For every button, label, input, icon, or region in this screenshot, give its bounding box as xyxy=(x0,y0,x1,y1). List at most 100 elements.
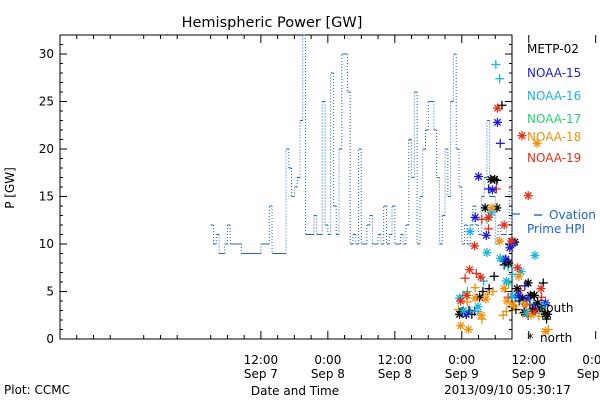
north-marker xyxy=(504,258,514,268)
x-tick-date-label: Sep 9 xyxy=(445,367,479,381)
north-marker xyxy=(473,302,483,312)
y-tick-label: 10 xyxy=(39,237,54,251)
north-marker xyxy=(505,243,515,253)
north-marker xyxy=(456,321,466,331)
south-marker xyxy=(495,138,505,148)
north-marker xyxy=(476,272,486,282)
y-tick-label: 25 xyxy=(39,95,54,109)
south-marker xyxy=(477,214,487,224)
north-marker xyxy=(487,185,497,195)
x-axis-label: Date and Time xyxy=(251,384,339,398)
north-marker xyxy=(520,299,530,309)
south-marker xyxy=(470,283,480,293)
plot-credit: Plot: CCMC xyxy=(4,383,70,397)
y-tick-label: 30 xyxy=(39,47,54,61)
y-tick-label: 15 xyxy=(39,190,54,204)
legend-noaa-17: NOAA-17 xyxy=(527,112,582,126)
north-marker xyxy=(514,290,524,300)
north-legend: * north xyxy=(527,331,572,347)
north-marker xyxy=(495,236,505,246)
footer-timestamp: 2013/09/10 05:30:17 xyxy=(444,383,571,397)
south-marker xyxy=(491,59,501,69)
north-marker xyxy=(530,250,540,260)
south-marker xyxy=(534,311,544,321)
north-marker xyxy=(532,138,542,148)
north-marker xyxy=(465,265,475,275)
north-marker xyxy=(490,174,500,184)
y-axis-label: P [GW] xyxy=(3,167,17,209)
north-marker xyxy=(529,290,539,300)
south-marker xyxy=(489,271,499,281)
x-tick-date-label: Sep10 xyxy=(577,367,600,381)
north-marker xyxy=(474,172,484,182)
south-marker xyxy=(501,306,511,316)
north-marker xyxy=(492,103,502,113)
north-marker xyxy=(501,254,511,264)
south-legend: + south xyxy=(527,301,574,317)
x-tick-label: 12:00 xyxy=(378,353,413,367)
north-marker xyxy=(476,310,486,320)
north-marker xyxy=(495,253,505,263)
south-marker xyxy=(537,292,547,302)
north-marker xyxy=(482,248,492,258)
north-marker xyxy=(481,294,491,304)
x-tick-label: 0:00 xyxy=(314,353,341,367)
south-marker xyxy=(508,269,518,279)
north-marker xyxy=(499,220,509,230)
north-marker xyxy=(514,271,524,281)
north-marker xyxy=(470,241,480,251)
x-tick-label: 0:00 xyxy=(448,353,475,367)
satellite-markers xyxy=(453,59,553,336)
north-marker xyxy=(470,212,480,222)
south-marker xyxy=(484,224,494,234)
north-marker xyxy=(513,263,523,273)
legend-noaa-16: NOAA-16 xyxy=(527,89,582,103)
y-tick-label: 0 xyxy=(46,332,54,346)
north-marker xyxy=(512,284,522,294)
y-tick-label: 20 xyxy=(39,142,54,156)
south-marker-icon: + xyxy=(527,302,538,317)
north-marker xyxy=(481,230,491,240)
south-marker xyxy=(495,74,505,84)
north-marker xyxy=(538,301,548,311)
x-tick-label: 12:00 xyxy=(244,353,279,367)
north-marker xyxy=(501,276,511,286)
north-marker xyxy=(508,291,518,301)
north-marker xyxy=(517,131,527,141)
north-legend-label: north xyxy=(540,331,572,345)
north-marker xyxy=(456,296,466,306)
north-marker xyxy=(536,284,546,294)
north-marker xyxy=(462,290,472,300)
north-marker xyxy=(461,309,471,319)
north-marker xyxy=(523,191,533,201)
north-marker xyxy=(463,325,473,334)
north-marker xyxy=(523,278,533,288)
chart-title: Hemispheric Power [GW] xyxy=(182,15,363,31)
south-marker xyxy=(471,268,481,278)
ovation-legend-label-1: Ovation xyxy=(549,208,596,222)
x-tick-date-label: Sep 9 xyxy=(512,367,546,381)
ovation-legend-label-2: Prime HPI xyxy=(527,222,585,236)
ovation-series xyxy=(210,34,513,254)
y-tick-label: 5 xyxy=(46,285,54,299)
north-marker xyxy=(484,212,494,222)
legend-metp-02: METP-02 xyxy=(527,42,579,56)
south-marker xyxy=(460,273,470,283)
north-marker xyxy=(540,326,550,336)
north-marker xyxy=(529,306,539,315)
north-marker xyxy=(508,300,518,310)
legend-noaa-15: NOAA-15 xyxy=(527,66,582,80)
x-tick-label: 12:00 xyxy=(511,353,546,367)
legend-noaa-19: NOAA-19 xyxy=(527,151,582,165)
north-marker xyxy=(458,306,468,315)
north-marker xyxy=(470,293,480,303)
south-marker xyxy=(488,287,498,296)
x-tick-date-label: Sep 8 xyxy=(311,367,345,381)
north-marker xyxy=(492,117,502,127)
north-marker xyxy=(506,236,516,246)
north-marker xyxy=(543,309,553,319)
north-marker-icon: * xyxy=(527,332,534,347)
legend-noaa-18: NOAA-18 xyxy=(527,130,582,144)
